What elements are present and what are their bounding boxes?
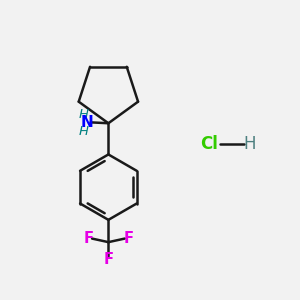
Text: F: F [103,252,113,267]
Text: Cl: Cl [200,135,218,153]
Text: F: F [124,231,134,246]
Text: N: N [81,115,93,130]
Text: H: H [243,135,256,153]
Text: H: H [78,125,88,138]
Text: F: F [83,231,93,246]
Text: H: H [78,107,88,121]
